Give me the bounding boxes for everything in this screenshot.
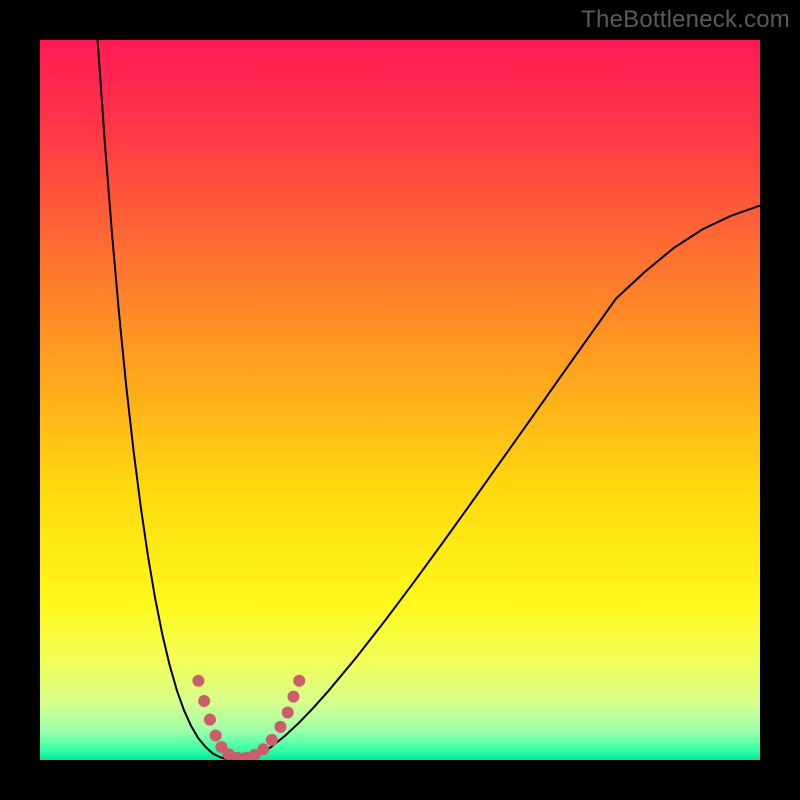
plot-svg [40,40,760,760]
highlight-dot [287,691,299,703]
highlight-dot [266,734,278,746]
gradient-background [40,40,760,760]
watermark-text: TheBottleneck.com [581,6,790,34]
highlight-dot [204,714,216,726]
highlight-dot [198,695,210,707]
highlight-dot [274,721,286,733]
highlight-dot [293,675,305,687]
highlight-dot [257,743,269,755]
highlight-dot [210,730,222,742]
highlight-dot [282,706,294,718]
plot-area [40,40,760,760]
highlight-dot [192,675,204,687]
chart-frame: TheBottleneck.com [0,0,800,800]
